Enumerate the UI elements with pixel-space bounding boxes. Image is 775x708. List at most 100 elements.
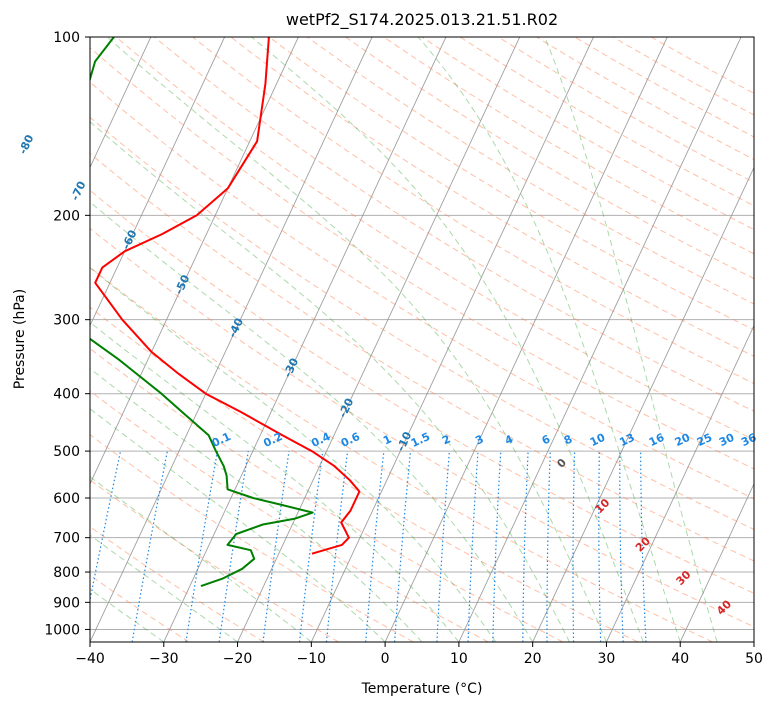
isotherm-line (606, 324, 754, 642)
isotherm-line (679, 482, 754, 642)
isotherm-label: -20 (336, 396, 356, 420)
dry-adiabat-line (459, 37, 754, 207)
moist-adiabat-label: 40 (714, 597, 734, 617)
mixing-ratio-label: 0.1 (210, 430, 233, 450)
moist-adiabat-label: 0 (554, 456, 569, 471)
isotherm-label: -30 (281, 356, 301, 380)
dry-adiabat-line (498, 37, 754, 183)
dry-adiabat-line (115, 37, 754, 441)
background-lines (90, 37, 754, 642)
moist-adiabat-line (544, 37, 718, 642)
mixing-ratio-label: 1.5 (409, 430, 432, 450)
moist-adiabat-line (90, 321, 460, 642)
mixing-ratio-line (598, 451, 602, 642)
dry-adiabat-line (383, 37, 754, 255)
temperature-line (94, 37, 361, 555)
dry-adiabat-line (90, 434, 414, 642)
dry-adiabat-line (574, 37, 754, 138)
isotherm-label: -50 (172, 273, 192, 297)
x-tick-label: 0 (381, 651, 390, 667)
mixing-ratio-label: 13 (617, 431, 636, 449)
isotherm-line (90, 37, 226, 327)
y-tick-label: 800 (53, 565, 80, 581)
isotherm-line (753, 640, 754, 642)
moist-adiabat-line (90, 534, 238, 642)
chart-title: wetPf2_S174.2025.013.21.51.R02 (286, 10, 558, 30)
mixing-ratio-line (299, 451, 324, 642)
moist-adiabat-line (90, 476, 312, 642)
dry-adiabat-line (268, 37, 754, 331)
dry-adiabat-line (90, 347, 564, 642)
moist-adiabat-line (90, 121, 571, 642)
isotherm-line (384, 37, 668, 642)
y-axis-title: Pressure (hPa) (12, 289, 28, 389)
x-axis-title: Temperature (°C) (361, 681, 483, 697)
dry-adiabat-line (154, 37, 754, 412)
mixing-ratio-label: 25 (695, 431, 714, 449)
mixing-ratio-line (90, 450, 122, 604)
isotherm-line (458, 37, 742, 642)
dry-adiabat-line (650, 37, 754, 94)
mixing-ratio-label: 0.2 (261, 430, 284, 450)
mixing-ratio-label: 20 (673, 431, 693, 449)
x-tick-label: −20 (223, 651, 253, 667)
dry-adiabat-line (90, 306, 639, 642)
mixing-ratio-line (325, 451, 349, 642)
mixing-ratio-label: 16 (647, 431, 667, 449)
moist-adiabat-line (90, 201, 534, 642)
x-tick-label: 10 (450, 651, 468, 667)
isotherm-line (90, 37, 299, 485)
mixing-ratio-line (365, 451, 385, 642)
mixing-ratio-label: 3 (473, 432, 485, 447)
mixing-ratio-line (492, 451, 502, 642)
dry-adiabat-line (90, 81, 754, 500)
dry-adiabat-line (421, 37, 754, 231)
mixing-ratio-label: 10 (588, 431, 608, 449)
y-tick-label: 700 (53, 531, 80, 547)
isotherm-label: -70 (68, 179, 88, 203)
y-tick-label: 400 (53, 387, 80, 403)
x-tick-label: 30 (598, 651, 616, 667)
mixing-ratio-label: 0.4 (309, 430, 332, 450)
dry-adiabat-line (536, 37, 754, 161)
dry-adiabat-line (230, 37, 754, 357)
isotherm-line (532, 166, 754, 642)
dry-adiabat-line (345, 37, 754, 280)
isotherm-label: -60 (119, 228, 139, 252)
isotherm-label: -80 (16, 132, 36, 156)
axes: −40 −30 −20 −10 0 10 20 30 40 5010020030040050060… (44, 30, 763, 667)
moist-adiabat-line (106, 37, 607, 642)
x-tick-label: −40 (75, 651, 105, 667)
line-annotations: -100-90-80-70-60-50-40-30-20-100.10.20.4… (16, 132, 759, 617)
profile-lines (90, 37, 361, 588)
mixing-ratio-label: 1 (381, 432, 393, 447)
mixing-ratio-label: 8 (562, 432, 574, 447)
mixing-ratio-line (467, 451, 479, 642)
x-tick-label: 50 (745, 651, 763, 667)
y-tick-label: 1000 (44, 622, 80, 638)
x-tick-label: 40 (671, 651, 689, 667)
moist-adiabat-line (90, 588, 165, 642)
dry-adiabat-line (192, 37, 754, 385)
dry-adiabat-line (90, 46, 754, 470)
dry-adiabat-line (90, 189, 754, 594)
dry-adiabat-line (90, 116, 754, 531)
dry-adiabat-line (90, 390, 489, 642)
dry-adiabat-line (90, 266, 713, 642)
mixing-ratio-line (546, 451, 551, 642)
mixing-ratio-label: 4 (503, 432, 516, 447)
mixing-ratio-line (262, 451, 290, 642)
mixing-ratio-label: 0.6 (339, 430, 362, 450)
isotherm-line (237, 37, 521, 642)
moist-adiabat-line (90, 408, 386, 642)
mixing-ratio-line (131, 450, 168, 642)
mixing-ratio-line (185, 450, 219, 642)
dewpoint-line (90, 37, 314, 588)
moist-adiabat-line (417, 37, 681, 642)
y-tick-label: 500 (53, 444, 80, 460)
x-tick-label: −10 (297, 651, 327, 667)
dry-adiabat-line (90, 526, 265, 642)
y-tick-label: 900 (53, 595, 80, 611)
x-tick-label: −30 (149, 651, 179, 667)
